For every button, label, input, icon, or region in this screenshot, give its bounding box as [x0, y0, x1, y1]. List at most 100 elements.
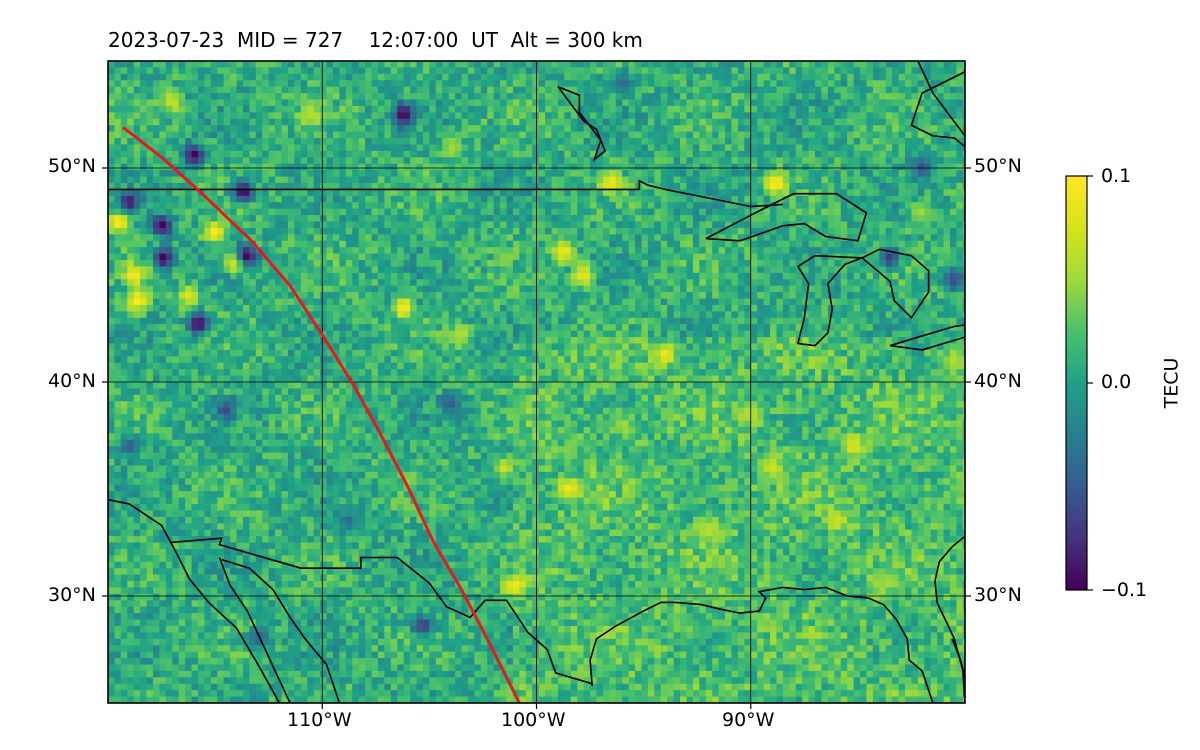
- heatmap-cell: [911, 99, 919, 107]
- heatmap-cell: [551, 221, 559, 229]
- heatmap-cell: [377, 234, 385, 242]
- heatmap-cell: [538, 61, 546, 69]
- heatmap-cell: [763, 105, 771, 113]
- heatmap-cell: [358, 279, 366, 287]
- heatmap-cell: [455, 144, 463, 152]
- heatmap-cell: [120, 73, 128, 81]
- heatmap-cell: [384, 86, 392, 94]
- heatmap-cell: [757, 80, 765, 88]
- heatmap-cell: [140, 176, 148, 184]
- heatmap-cell: [737, 234, 745, 242]
- heatmap-cell: [448, 86, 456, 94]
- heatmap-cell: [512, 73, 520, 81]
- heatmap-cell: [545, 215, 553, 223]
- heatmap-cell: [557, 131, 565, 139]
- heatmap-cell: [905, 86, 913, 94]
- heatmap-cell: [712, 272, 720, 280]
- heatmap-cell: [377, 208, 385, 216]
- heatmap-cell: [815, 163, 823, 171]
- heatmap-cell: [930, 285, 938, 293]
- heatmap-cell: [339, 67, 347, 75]
- heatmap-cell: [892, 61, 900, 69]
- heatmap-cell: [185, 93, 193, 101]
- heatmap-cell: [609, 176, 617, 184]
- heatmap-cell: [294, 208, 302, 216]
- heatmap-cell: [737, 253, 745, 261]
- heatmap-cell: [152, 202, 161, 210]
- heatmap-cell: [821, 86, 829, 94]
- heatmap-cell: [847, 266, 855, 274]
- heatmap-cell: [789, 73, 797, 81]
- heatmap-cell: [885, 170, 893, 178]
- heatmap-cell: [493, 144, 501, 152]
- heatmap-cell: [686, 189, 694, 197]
- heatmap-cell: [782, 131, 790, 139]
- heatmap-cell: [294, 99, 302, 107]
- heatmap-cell: [281, 221, 289, 229]
- heatmap-cell: [692, 170, 700, 178]
- heatmap-cell: [275, 279, 283, 287]
- heatmap-cell: [165, 61, 173, 69]
- heatmap-cell: [680, 138, 688, 146]
- heatmap-cell: [429, 279, 437, 287]
- heatmap-cell: [108, 240, 116, 248]
- heatmap-cell: [622, 86, 630, 94]
- heatmap-cell: [847, 202, 855, 210]
- heatmap-cell: [114, 234, 122, 242]
- heatmap-cell: [673, 279, 681, 287]
- heatmap-cell: [950, 176, 958, 184]
- heatmap-cell: [782, 176, 790, 184]
- heatmap-cell: [750, 240, 758, 248]
- heatmap-cell: [866, 163, 874, 171]
- heatmap-cell: [422, 247, 430, 255]
- heatmap-cell: [750, 138, 758, 146]
- heatmap-cell: [808, 93, 816, 101]
- heatmap-cell: [487, 61, 495, 69]
- heatmap-cell: [255, 227, 263, 235]
- heatmap-cell: [905, 73, 913, 81]
- heatmap-cell: [307, 176, 315, 184]
- heatmap-cell: [358, 105, 366, 113]
- heatmap-cell: [467, 221, 475, 229]
- heatmap-cell: [930, 215, 938, 223]
- heatmap-cell: [236, 144, 244, 152]
- heatmap-cell: [127, 118, 135, 126]
- heatmap-cell: [365, 272, 373, 280]
- heatmap-cell: [474, 279, 482, 287]
- heatmap-cell: [307, 61, 315, 69]
- heatmap-cell: [622, 138, 630, 146]
- heatmap-cell: [545, 189, 553, 197]
- heatmap-cell: [930, 86, 938, 94]
- heatmap-cell: [281, 93, 289, 101]
- heatmap-cell: [313, 279, 321, 287]
- heatmap-cell: [898, 215, 906, 223]
- heatmap-cell: [108, 73, 116, 81]
- heatmap-cell: [384, 182, 392, 190]
- heatmap-cell: [519, 112, 527, 120]
- heatmap-cell: [262, 157, 270, 165]
- heatmap-cell: [519, 86, 527, 94]
- heatmap-cell: [268, 182, 276, 190]
- heatmap-cell: [410, 208, 418, 216]
- heatmap-cell: [898, 234, 906, 242]
- heatmap-cell: [532, 138, 540, 146]
- heatmap-cell: [770, 266, 778, 274]
- heatmap-cell: [628, 93, 636, 101]
- heatmap-cell: [532, 215, 540, 223]
- heatmap-cell: [114, 138, 122, 146]
- heatmap-cell: [114, 176, 122, 184]
- heatmap-cell: [628, 202, 636, 210]
- heatmap-cell: [120, 234, 128, 242]
- heatmap-cell: [210, 73, 218, 81]
- heatmap-cell: [371, 215, 379, 223]
- heatmap-cell: [847, 227, 855, 235]
- heatmap-cell: [191, 292, 199, 300]
- heatmap-cell: [255, 170, 263, 178]
- heatmap-cell: [641, 176, 649, 184]
- heatmap-cell: [866, 189, 874, 197]
- heatmap-cell: [705, 272, 713, 280]
- heatmap-cell: [191, 80, 199, 88]
- heatmap-cell: [108, 195, 116, 203]
- heatmap-cell: [326, 131, 334, 139]
- heatmap-cell: [924, 182, 932, 190]
